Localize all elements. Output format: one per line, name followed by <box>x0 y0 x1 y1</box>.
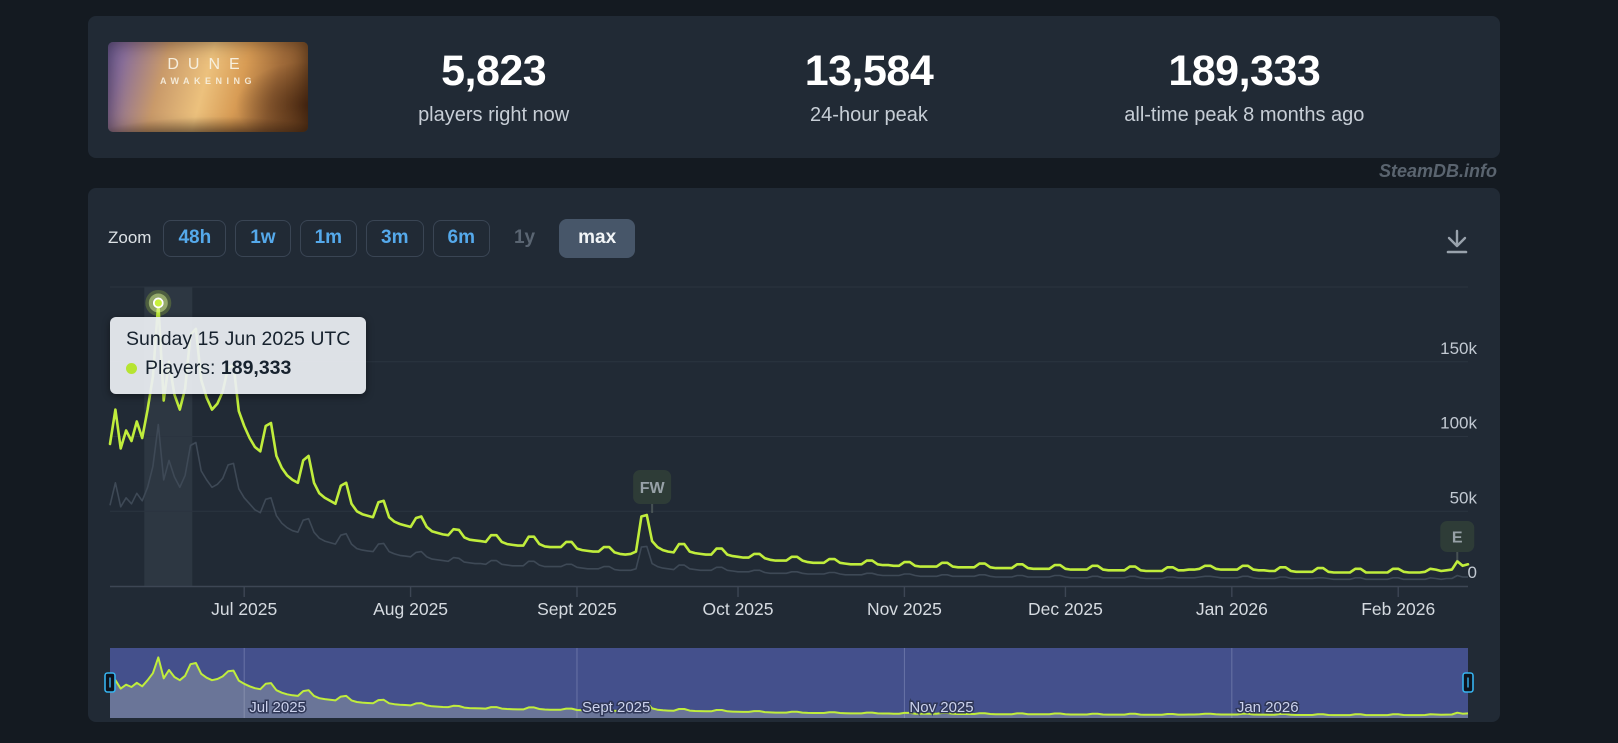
range-button-1m[interactable]: 1m <box>299 220 358 257</box>
game-title: DUNE <box>167 56 249 73</box>
selected-point-marker[interactable] <box>152 297 164 309</box>
range-button-48h[interactable]: 48h <box>163 220 227 257</box>
tooltip-date: Sunday 15 Jun 2025 UTC <box>126 328 351 350</box>
range-button-6m[interactable]: 6m <box>432 220 490 257</box>
game-subtitle: AWAKENING <box>159 76 256 86</box>
game-capsule-image[interactable]: DUNE AWAKENING <box>108 42 308 132</box>
all-time-peak-value: 189,333 <box>1168 47 1321 95</box>
download-button[interactable] <box>1440 224 1474 265</box>
all-time-peak-label: all-time peak 8 months ago <box>1124 104 1365 126</box>
zoom-label: Zoom <box>108 228 152 248</box>
stats-row: 5,823 players right now 13,584 24-hour p… <box>306 16 1432 158</box>
peak-24h-label: 24-hour peak <box>810 104 928 126</box>
tooltip-players-row: Players: 189,333 <box>126 354 350 383</box>
zoom-toolbar: Zoom 48h 1w 1m 3m 6m 1y max <box>108 219 636 258</box>
range-button-max[interactable]: max <box>559 219 636 258</box>
tooltip-series-label: Players: <box>145 357 216 380</box>
range-button-3m[interactable]: 3m <box>366 220 424 257</box>
navigator-handle-right[interactable] <box>1462 672 1474 693</box>
navigator-handle-left[interactable] <box>104 672 116 693</box>
range-button-1w[interactable]: 1w <box>235 220 291 257</box>
flag-badge-fw[interactable] <box>633 470 672 504</box>
players-now-value: 5,823 <box>441 47 547 95</box>
stat-24h-peak: 13,584 24-hour peak <box>681 16 1056 158</box>
stat-all-time-peak: 189,333 all-time peak 8 months ago <box>1057 16 1432 158</box>
players-now-label: players right now <box>418 104 570 126</box>
tooltip-players-value: 189,333 <box>220 357 292 380</box>
navigator-track[interactable] <box>110 648 1468 718</box>
chart-tooltip: Sunday 15 Jun 2025 UTC Players: 189,333 <box>110 317 367 394</box>
stats-panel: DUNE AWAKENING 5,823 players right now 1… <box>88 16 1500 158</box>
download-icon <box>1444 229 1470 261</box>
stat-players-now: 5,823 players right now <box>306 16 681 158</box>
peak-24h-value: 13,584 <box>804 47 934 95</box>
range-button-1y: 1y <box>499 220 550 257</box>
series-dot-icon <box>126 363 137 375</box>
flag-badge-e[interactable] <box>1440 521 1475 552</box>
steamdb-watermark: SteamDB.info <box>1378 161 1497 181</box>
